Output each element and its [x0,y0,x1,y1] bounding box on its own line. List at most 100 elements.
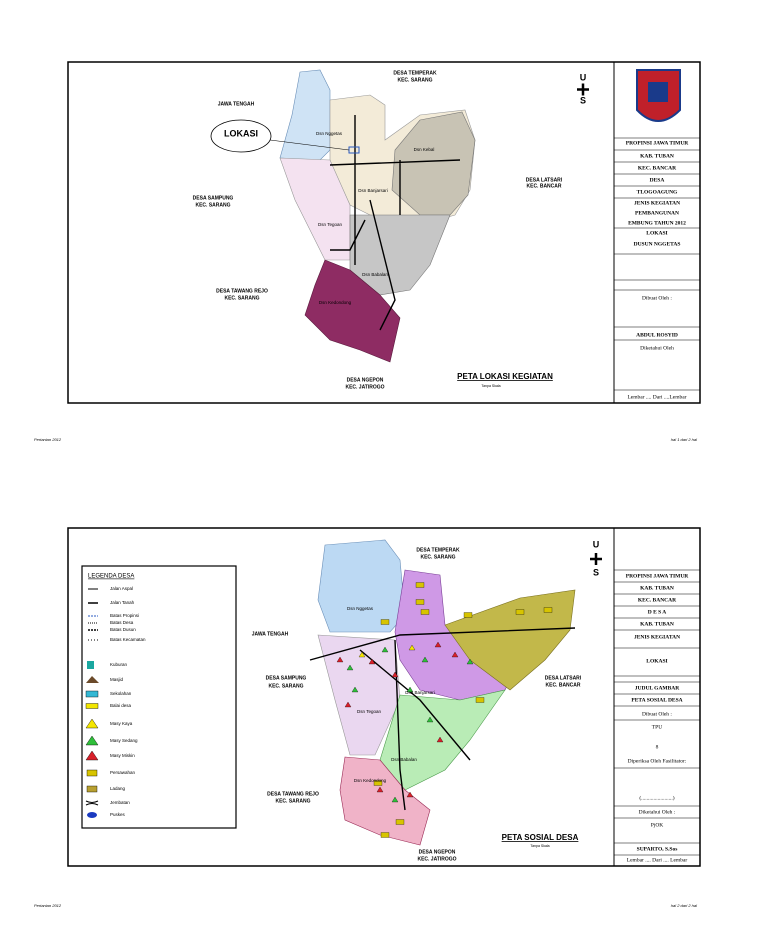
text-label: 8 [656,744,659,750]
text-label: DESA TEMPERAK [416,547,460,553]
text-label: KEC. SARANG [268,683,303,689]
legend-item: Kuburan [110,662,128,667]
legend-symbol [86,785,98,793]
map-icon [344,701,352,708]
map-icon [395,819,405,825]
legend-item: Masy Miskin [110,753,135,758]
map-icon [406,791,414,798]
text-label: PETA SOSIAL DESA [631,697,682,703]
map-icon [351,686,359,693]
text-label: Diperiksa Oleh Fasilitator: [628,758,687,764]
legend-symbol [87,661,94,669]
legend-symbol [87,812,97,818]
legend-symbol [86,676,99,683]
legend-item: Masy Sedang [110,738,138,743]
legend-item: Batas Desa [110,620,134,625]
map-icon [368,658,376,665]
text-label: KEC. JATIROGO [345,384,384,390]
text-label: U [593,539,600,549]
roads [309,627,576,811]
text-label: KAB. TUBAN [640,585,674,591]
text-label: Tanpa Skala [481,384,500,388]
legend-item: Persawahan [110,770,136,775]
text-label: JUDUL GAMBAR [635,685,680,691]
map-icon [381,646,389,653]
map-2 [309,539,576,846]
text-label: TLOGOAGUNG [637,189,678,195]
legend-item: Puskes [110,812,126,817]
text-label: DESA LATSARI [545,675,582,681]
text-label: DESA TAWANG REJO [267,791,319,797]
map-icon [451,651,459,658]
text-label: ABDUL ROSYID [636,332,678,338]
region-kedondong [339,756,431,846]
legend-symbol [85,735,99,746]
text-label: KAB. TUBAN [640,621,674,627]
text-label: DESA [650,177,665,183]
text-label: LOKASI [224,128,258,138]
text-label: D E S A [648,609,667,615]
text-label: Dsn Babalan [391,757,417,762]
text-label: JENIS KEGIATAN [634,200,680,206]
sheet-frame [67,527,701,867]
text-label: Dsn Nggetas [316,131,343,136]
roads [329,115,461,331]
text-label: S [580,95,586,105]
text-label: KEC. SARANG [224,295,259,301]
map-icon [436,736,444,743]
callout-line [269,139,350,151]
map-icon [346,664,354,671]
text-label: Dsn Kedondong [354,778,387,783]
legend-item: Masjid [110,677,124,682]
legend-item: Masy Kaya [110,721,133,726]
map-icon [415,582,425,588]
text-label: Tanpa Skala [530,844,549,848]
legend-item: Jalan Aspal [110,586,133,591]
text-label: PROPINSI JAWA TIMUR [626,573,690,579]
map-icon [380,832,390,838]
text-label: Lembar .... Dari ....Lembar [627,394,686,400]
text-label: PjOK [651,822,664,828]
text-label: DESA TEMPERAK [393,70,437,76]
map-icon [415,599,425,605]
legend-box [81,565,237,829]
text-label: KEC. SARANG [195,202,230,208]
logo [636,69,681,122]
text-label: Dibuat Oleh : [642,295,672,301]
map-icon [408,644,416,651]
text-label: LOKASI [646,230,667,236]
footer-left: Pertanian 2012 [34,437,62,442]
text-label: KEC. SARANG [420,554,455,560]
map-icon [380,619,390,625]
map-icon [391,671,399,678]
legend-item: Jembatan [110,800,130,805]
text-label: Dsn Kedondong [319,300,352,305]
region-tegoan [279,157,351,261]
region-nggetas [279,69,331,161]
legend-item: Batas Dusun [110,627,136,632]
legend-title: LEGENDA DESA [88,574,134,580]
text-label: Lembar .... Dari .... Lembar [627,857,688,863]
text-label: PROPINSI JAWA TIMUR [626,140,690,146]
text-label: (.......................) [639,794,674,801]
legend-item: Batas Propinsi [110,613,139,618]
text-label: U [580,72,587,82]
map-icon [376,786,384,793]
text-label: Dsn Babalan [362,272,388,277]
legend-symbol [85,703,99,709]
callout-ellipse [210,119,272,153]
compass-cross [590,553,602,565]
text-label: EMBUNG TAHUN 2012 [628,220,686,226]
text-label: DUSUN NGGETAS [634,241,681,247]
legend-symbol [86,769,98,777]
map-icon [421,656,429,663]
text-label: DESA NGEPON [419,849,456,855]
text-label: JAWA TENGAH [252,631,289,637]
legend-symbol [85,750,99,761]
text-label: TPU [652,724,662,730]
text-label: PETA SOSIAL DESA [502,833,579,842]
text-label: DESA SAMPUNG [266,675,307,681]
text-label: Dsn Banjarsari [405,690,435,695]
legend-item: Balai desa [110,703,132,708]
